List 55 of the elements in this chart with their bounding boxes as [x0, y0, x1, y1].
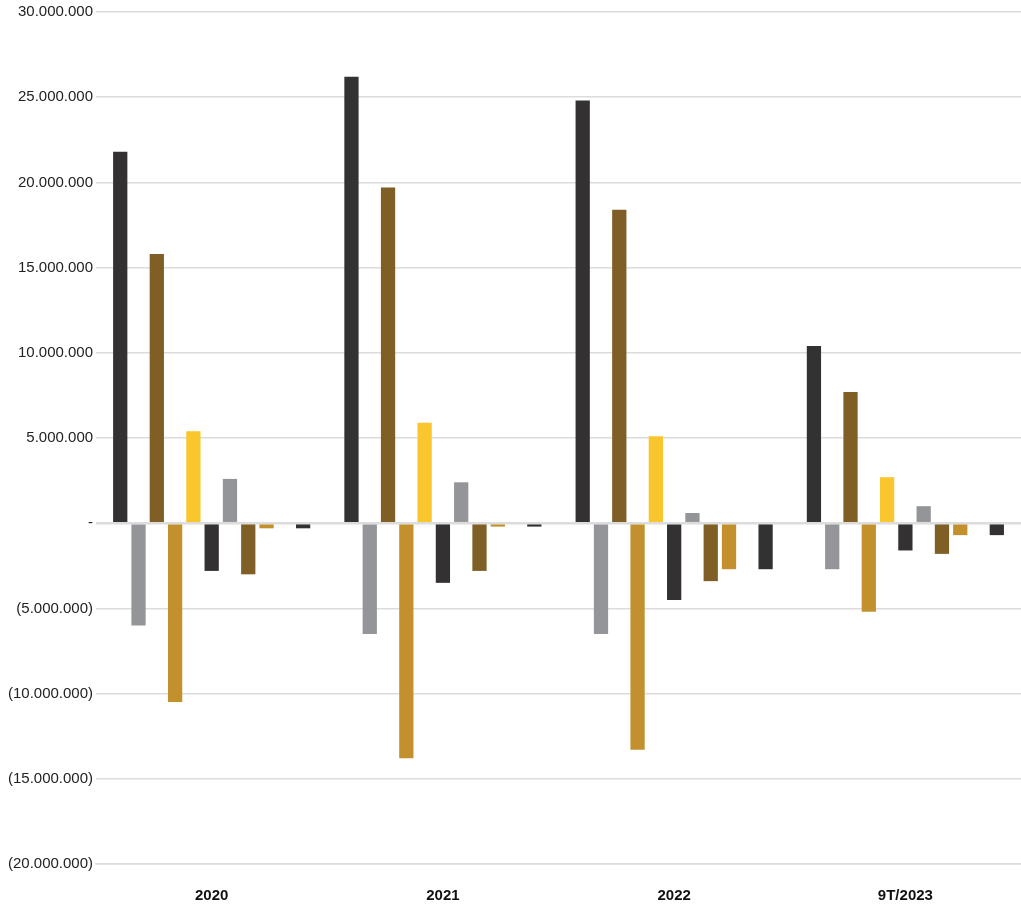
y-tick-label: 30.000.000 — [17, 2, 94, 20]
x-tick-label: 9T/2023 — [877, 886, 933, 904]
bar — [362, 524, 377, 634]
y-tick-label: (15.000.000) — [7, 768, 94, 786]
y-tick-label: 20.000.000 — [17, 172, 94, 190]
bar — [399, 524, 414, 759]
bar — [222, 478, 238, 522]
bar — [806, 345, 822, 522]
bar — [435, 524, 451, 583]
bar — [898, 524, 913, 551]
bar — [259, 524, 274, 529]
y-tick-label: 15.000.000 — [17, 257, 94, 275]
bar — [758, 524, 773, 570]
y-tick-label: (5.000.000) — [16, 598, 94, 616]
bar — [527, 524, 542, 527]
bar — [204, 524, 219, 571]
bar — [490, 524, 505, 527]
bar — [241, 524, 256, 575]
bar — [131, 524, 146, 626]
bar — [916, 506, 931, 522]
bar — [612, 209, 627, 522]
bar — [648, 436, 663, 522]
bar — [667, 524, 682, 600]
x-tick-label: 2022 — [657, 886, 691, 904]
bar — [685, 512, 700, 522]
x-tick-label: 2021 — [426, 886, 460, 904]
y-tick-label: 5.000.000 — [26, 428, 94, 446]
bar — [825, 524, 840, 570]
bar — [149, 253, 164, 522]
bar — [575, 100, 590, 522]
bar — [593, 524, 609, 634]
y-tick-label: - — [88, 513, 94, 531]
bar — [454, 482, 469, 522]
bar — [380, 187, 396, 522]
bar — [630, 524, 645, 750]
bar — [472, 524, 487, 571]
bar — [113, 151, 128, 522]
y-tick-label: 10.000.000 — [17, 342, 94, 360]
bar — [721, 524, 737, 570]
bar — [934, 524, 950, 554]
bar — [843, 391, 858, 522]
bar — [167, 524, 183, 703]
y-tick-label: (20.000.000) — [7, 854, 94, 872]
bar — [295, 524, 311, 529]
bar — [703, 524, 718, 582]
x-tick-label: 2020 — [194, 886, 229, 904]
bar — [186, 431, 201, 522]
y-tick-label: (10.000.000) — [7, 683, 94, 701]
bar — [879, 477, 895, 522]
bar — [861, 524, 876, 612]
bar — [417, 422, 432, 522]
bar — [989, 524, 1004, 536]
bar — [344, 76, 359, 522]
bar — [953, 524, 968, 536]
y-tick-label: 25.000.000 — [17, 87, 94, 105]
